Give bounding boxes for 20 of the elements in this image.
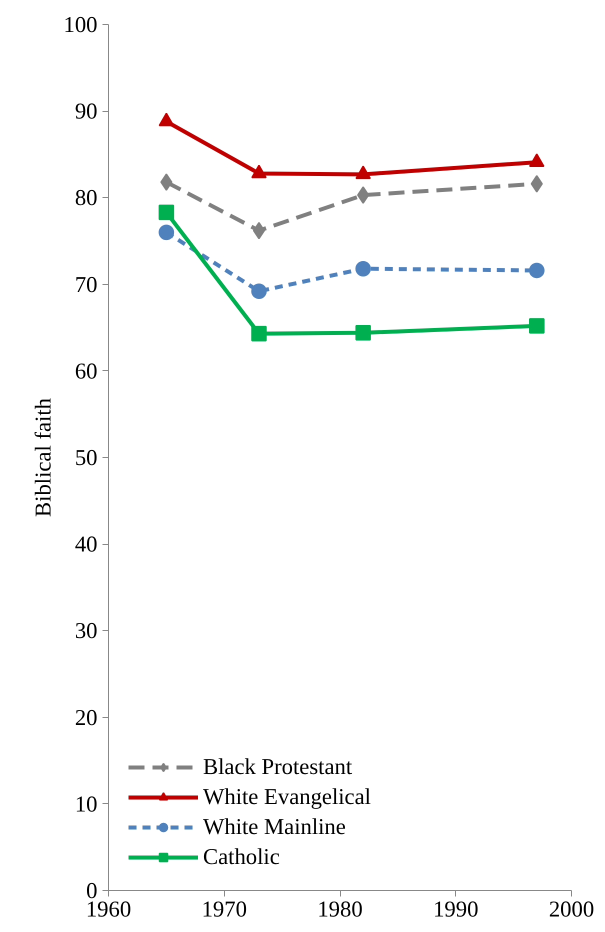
x-tick-label: 1970 [202, 896, 247, 922]
y-tick-label: 80 [74, 185, 98, 210]
x-tick-label: 1980 [317, 896, 363, 922]
legend-label: Catholic [203, 844, 280, 870]
x-tick-label: 2000 [548, 896, 594, 922]
legend-label: White Mainline [203, 814, 346, 840]
y-tick-label: 100 [64, 12, 98, 37]
y-tick-label: 70 [74, 272, 98, 297]
y-tick-label: 10 [74, 791, 98, 816]
y-tick-label: 90 [74, 98, 98, 124]
y-tick-label: 60 [74, 358, 98, 384]
x-tick-label: 1990 [433, 896, 478, 922]
y-tick-label: 20 [74, 704, 98, 730]
y-axis-title: Biblical faith [30, 397, 56, 517]
y-tick-label: 50 [74, 445, 98, 470]
y-tick-label: 0 [86, 878, 98, 903]
y-tick-label: 30 [74, 618, 98, 644]
legend-label: White Evangelical [203, 784, 371, 810]
legend-label: Black Protestant [203, 754, 352, 780]
y-tick-label: 40 [74, 532, 98, 557]
